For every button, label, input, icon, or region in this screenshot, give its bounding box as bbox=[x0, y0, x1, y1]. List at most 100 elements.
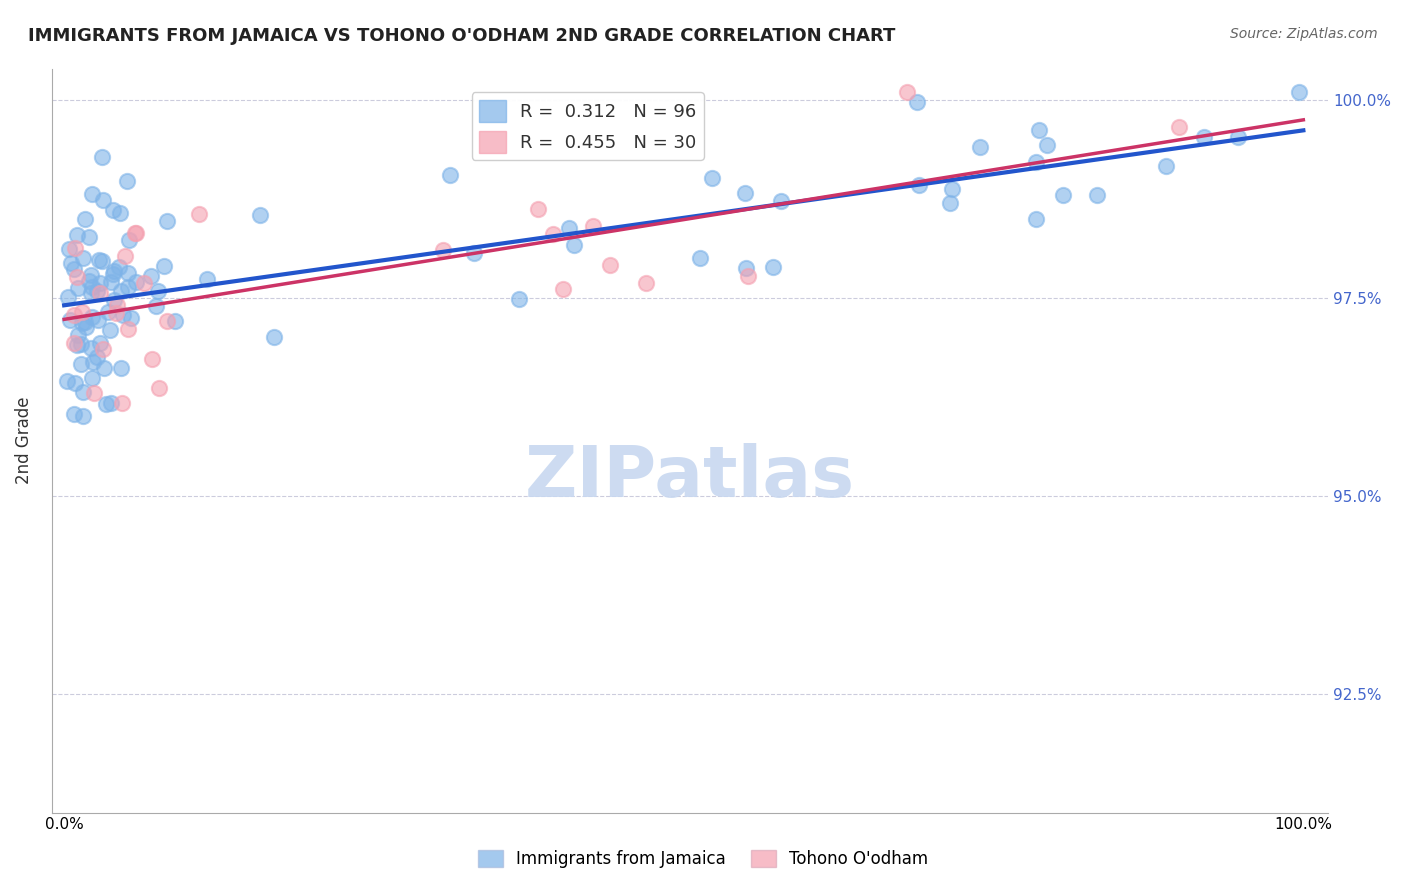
Immigrants from Jamaica bbox=[153, 259, 176, 273]
Immigrants from Jamaica bbox=[80, 310, 103, 325]
Immigrants from Jamaica bbox=[762, 260, 785, 274]
Immigrants from Jamaica bbox=[73, 315, 96, 329]
Tohono O'odham bbox=[110, 395, 132, 409]
Immigrants from Jamaica bbox=[56, 374, 79, 388]
Immigrants from Jamaica bbox=[82, 355, 104, 369]
Tohono O'odham bbox=[1168, 120, 1191, 135]
Immigrants from Jamaica bbox=[90, 150, 112, 164]
Legend: Immigrants from Jamaica, Tohono O'odham: Immigrants from Jamaica, Tohono O'odham bbox=[471, 843, 935, 875]
Y-axis label: 2nd Grade: 2nd Grade bbox=[15, 397, 32, 484]
Immigrants from Jamaica bbox=[97, 304, 120, 318]
Tohono O'odham bbox=[105, 298, 128, 312]
Tohono O'odham bbox=[89, 285, 111, 300]
Text: IMMIGRANTS FROM JAMAICA VS TOHONO O'ODHAM 2ND GRADE CORRELATION CHART: IMMIGRANTS FROM JAMAICA VS TOHONO O'ODHA… bbox=[28, 27, 896, 45]
Immigrants from Jamaica bbox=[86, 350, 108, 364]
Immigrants from Jamaica bbox=[110, 361, 132, 376]
Immigrants from Jamaica bbox=[1288, 85, 1310, 99]
Immigrants from Jamaica bbox=[72, 252, 94, 266]
Immigrants from Jamaica bbox=[66, 338, 89, 352]
Immigrants from Jamaica bbox=[117, 280, 139, 294]
Immigrants from Jamaica bbox=[89, 335, 111, 350]
Immigrants from Jamaica bbox=[145, 299, 167, 313]
Tohono O'odham bbox=[148, 381, 170, 395]
Immigrants from Jamaica bbox=[1192, 129, 1215, 144]
Immigrants from Jamaica bbox=[79, 274, 101, 288]
Tohono O'odham bbox=[155, 314, 177, 328]
Immigrants from Jamaica bbox=[91, 194, 114, 208]
Text: ZIPatlas: ZIPatlas bbox=[524, 443, 855, 512]
Immigrants from Jamaica bbox=[101, 267, 124, 281]
Tohono O'odham bbox=[63, 308, 86, 322]
Immigrants from Jamaica bbox=[689, 251, 711, 265]
Immigrants from Jamaica bbox=[90, 254, 112, 268]
Immigrants from Jamaica bbox=[62, 407, 84, 421]
Immigrants from Jamaica bbox=[70, 337, 93, 351]
Immigrants from Jamaica bbox=[75, 319, 97, 334]
Tohono O'odham bbox=[896, 85, 918, 99]
Immigrants from Jamaica bbox=[80, 341, 103, 355]
Immigrants from Jamaica bbox=[77, 230, 100, 244]
Tohono O'odham bbox=[541, 227, 564, 241]
Immigrants from Jamaica bbox=[120, 310, 142, 325]
Immigrants from Jamaica bbox=[101, 202, 124, 217]
Immigrants from Jamaica bbox=[939, 196, 962, 211]
Immigrants from Jamaica bbox=[108, 205, 131, 219]
Immigrants from Jamaica bbox=[195, 272, 218, 286]
Immigrants from Jamaica bbox=[118, 233, 141, 247]
Immigrants from Jamaica bbox=[146, 284, 169, 298]
Tohono O'odham bbox=[132, 276, 155, 290]
Tohono O'odham bbox=[187, 207, 209, 221]
Immigrants from Jamaica bbox=[110, 284, 132, 298]
Immigrants from Jamaica bbox=[63, 262, 86, 277]
Immigrants from Jamaica bbox=[1085, 187, 1108, 202]
Tohono O'odham bbox=[105, 306, 128, 320]
Immigrants from Jamaica bbox=[1154, 159, 1177, 173]
Immigrants from Jamaica bbox=[112, 308, 135, 322]
Immigrants from Jamaica bbox=[734, 186, 756, 201]
Tohono O'odham bbox=[737, 269, 759, 284]
Immigrants from Jamaica bbox=[70, 357, 93, 371]
Immigrants from Jamaica bbox=[72, 385, 94, 400]
Tohono O'odham bbox=[124, 226, 146, 240]
Immigrants from Jamaica bbox=[89, 276, 111, 290]
Tohono O'odham bbox=[582, 219, 605, 234]
Immigrants from Jamaica bbox=[108, 260, 131, 275]
Immigrants from Jamaica bbox=[100, 275, 122, 289]
Immigrants from Jamaica bbox=[562, 238, 585, 252]
Tohono O'odham bbox=[63, 335, 86, 350]
Immigrants from Jamaica bbox=[80, 371, 103, 385]
Tohono O'odham bbox=[65, 270, 87, 285]
Tohono O'odham bbox=[63, 241, 86, 255]
Immigrants from Jamaica bbox=[508, 292, 530, 306]
Immigrants from Jamaica bbox=[908, 178, 931, 192]
Immigrants from Jamaica bbox=[439, 169, 461, 183]
Tohono O'odham bbox=[432, 243, 454, 257]
Immigrants from Jamaica bbox=[557, 220, 579, 235]
Tohono O'odham bbox=[83, 386, 105, 401]
Immigrants from Jamaica bbox=[100, 395, 122, 409]
Text: Source: ZipAtlas.com: Source: ZipAtlas.com bbox=[1230, 27, 1378, 41]
Tohono O'odham bbox=[527, 202, 550, 216]
Immigrants from Jamaica bbox=[82, 279, 104, 293]
Immigrants from Jamaica bbox=[58, 290, 80, 304]
Immigrants from Jamaica bbox=[735, 261, 758, 276]
Immigrants from Jamaica bbox=[72, 409, 94, 423]
Immigrants from Jamaica bbox=[115, 174, 138, 188]
Immigrants from Jamaica bbox=[70, 316, 93, 330]
Immigrants from Jamaica bbox=[63, 376, 86, 390]
Tohono O'odham bbox=[117, 322, 139, 336]
Immigrants from Jamaica bbox=[80, 186, 103, 201]
Immigrants from Jamaica bbox=[702, 171, 724, 186]
Immigrants from Jamaica bbox=[249, 208, 271, 222]
Immigrants from Jamaica bbox=[73, 211, 96, 226]
Immigrants from Jamaica bbox=[156, 214, 179, 228]
Immigrants from Jamaica bbox=[87, 252, 110, 267]
Immigrants from Jamaica bbox=[263, 330, 285, 344]
Immigrants from Jamaica bbox=[1025, 212, 1047, 227]
Tohono O'odham bbox=[141, 351, 163, 366]
Legend: R =  0.312   N = 96, R =  0.455   N = 30: R = 0.312 N = 96, R = 0.455 N = 30 bbox=[472, 93, 704, 160]
Immigrants from Jamaica bbox=[124, 275, 146, 289]
Immigrants from Jamaica bbox=[770, 194, 793, 209]
Tohono O'odham bbox=[91, 342, 114, 356]
Tohono O'odham bbox=[599, 258, 621, 272]
